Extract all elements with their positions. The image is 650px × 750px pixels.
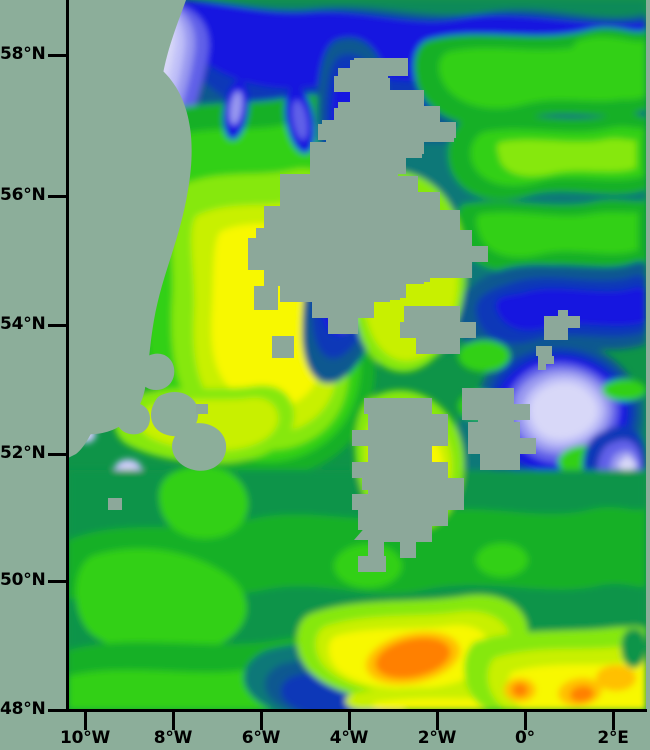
y-axis-label-56: 56°N [0,185,46,205]
x-tick-0 [524,712,527,730]
x-tick-6w [260,712,263,730]
no-data-mask [68,0,227,471]
x-tick-4w [348,712,351,730]
y-axis-label-58: 58°N [0,44,46,64]
y-tick-48 [48,709,66,712]
plot-area[interactable] [68,0,646,710]
y-tick-50 [48,580,66,583]
x-tick-2w [436,712,439,730]
x-axis-label-2w: 2°W [417,728,457,748]
y-axis-label-50: 50°N [0,570,46,590]
y-tick-56 [48,195,66,198]
x-axis-label-8w: 8°W [153,728,193,748]
x-tick-10w [84,712,87,730]
plot-frame-left [66,0,69,712]
y-axis-label-48: 48°N [0,699,46,719]
y-axis-label-54: 54°N [0,314,46,334]
land-mask [108,58,580,572]
x-axis-label-2e: 2°E [597,728,629,748]
y-tick-52 [48,453,66,456]
y-axis-label-52: 52°N [0,443,46,463]
plot-frame-bottom [66,709,647,712]
land-mask-island [254,286,278,310]
x-axis-label-10w: 10°W [59,728,111,748]
y-tick-58 [48,54,66,57]
x-axis-label-4w: 4°W [329,728,369,748]
contour-field [68,0,646,710]
x-axis-label-0: 0° [515,728,535,748]
x-axis-label-6w: 6°W [241,728,281,748]
x-tick-8w [172,712,175,730]
y-tick-54 [48,324,66,327]
x-tick-2e [612,712,615,730]
